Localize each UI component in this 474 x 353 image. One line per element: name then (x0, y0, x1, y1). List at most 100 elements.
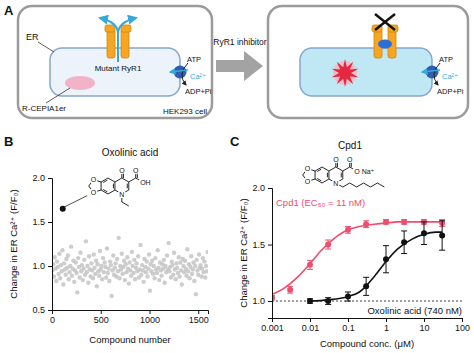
atom-bg (89, 188, 97, 196)
bond (377, 183, 384, 187)
data-point (194, 258, 198, 262)
error-bar (345, 292, 351, 301)
atom-bg (118, 166, 126, 174)
tick-mark (348, 318, 349, 322)
data-point (75, 290, 79, 294)
data-point (186, 269, 190, 273)
tick-mark (48, 310, 52, 311)
data-point (147, 252, 151, 256)
data-point (98, 249, 102, 253)
data-point (439, 232, 445, 238)
data-point (62, 261, 66, 265)
chart-title: Cpd1 (338, 140, 362, 151)
error-bar (307, 260, 313, 269)
data-point (127, 281, 131, 285)
data-point (89, 261, 93, 265)
bond (322, 179, 329, 183)
data-point (172, 251, 176, 255)
data-point (57, 251, 61, 255)
leader (38, 42, 54, 52)
error-bar (363, 277, 369, 295)
data-point (383, 256, 389, 262)
atp-arrow (182, 63, 188, 85)
data-point (162, 258, 166, 262)
data-point (131, 271, 135, 275)
y-axis: 1.01.52.0 (252, 183, 272, 318)
data-point (155, 248, 159, 252)
channel-label: Mutant RyR1 (95, 64, 142, 73)
bond (364, 183, 371, 187)
series-label: Cpd1 (EC₅₀ = 11 nM) (276, 197, 365, 208)
ca-leak-arrow (118, 18, 136, 62)
bond (101, 182, 102, 190)
error-bar (325, 298, 331, 305)
data-point (194, 292, 198, 296)
cell-label: HEK293 cell (163, 107, 207, 116)
data-point (163, 281, 167, 285)
data-point (421, 230, 427, 236)
bond (108, 178, 115, 182)
tick-mark (101, 310, 102, 314)
data-point (148, 288, 152, 292)
data-point (203, 275, 207, 279)
bond (357, 183, 364, 187)
data-point (136, 254, 140, 258)
atom-bg (89, 176, 97, 184)
data-point (171, 273, 175, 277)
bond (128, 182, 129, 190)
error-bar (383, 220, 389, 225)
data-point (66, 253, 70, 257)
error-bar (325, 240, 331, 249)
data-point (151, 272, 155, 276)
data-point (101, 256, 105, 260)
bond (122, 202, 129, 206)
tick: 0.5 (32, 305, 52, 315)
tick-label: 0.5 (32, 305, 45, 315)
data-point (134, 261, 138, 265)
x-axis: 050010001500 (50, 310, 209, 325)
reference-line (272, 301, 462, 302)
y-axis-title: Change in ER Ca²⁺ (F/F₀) (8, 189, 19, 298)
bond (370, 183, 377, 187)
atom-label: O (119, 167, 125, 174)
data-point (106, 271, 110, 275)
data-point (95, 262, 99, 266)
data-point (63, 273, 67, 277)
data-point (54, 279, 58, 283)
bond (127, 184, 128, 189)
atom-bg (303, 177, 311, 185)
tick-mark (48, 178, 52, 179)
data-point (55, 259, 59, 263)
data-point (187, 276, 191, 280)
tick: 1.0 (32, 261, 52, 271)
data-point (133, 277, 137, 281)
data-point (165, 253, 169, 257)
tick-label: 2.0 (32, 173, 45, 183)
tick-label: 10 (419, 323, 429, 333)
channel-subunit (107, 29, 115, 58)
bond (108, 190, 115, 194)
x-axis-title: Compound conc. (μM) (320, 338, 414, 349)
tick-label: 0.01 (302, 323, 320, 333)
panel-label: C (230, 134, 240, 149)
data-point (82, 258, 86, 262)
data-point (205, 250, 208, 254)
atom-bg (118, 190, 126, 198)
error-bar (345, 226, 351, 233)
data-point (72, 280, 76, 284)
data-point (102, 260, 106, 264)
data-point (152, 276, 156, 280)
structure: OOOOONNa⁺ (303, 155, 385, 187)
axis-line (273, 319, 463, 323)
atom-bg (332, 155, 340, 163)
atom-label: N (333, 180, 338, 187)
data-point (145, 259, 149, 263)
data-point (138, 243, 142, 247)
data-point (58, 276, 62, 280)
data-point (197, 252, 201, 256)
tick: 2.0 (32, 173, 52, 183)
pump-label: ATP (439, 55, 453, 64)
y-axis-title: Change in ER Ca²⁺ (F/F₀) (238, 198, 249, 307)
atp-arrow (434, 63, 440, 85)
bond (103, 180, 107, 182)
